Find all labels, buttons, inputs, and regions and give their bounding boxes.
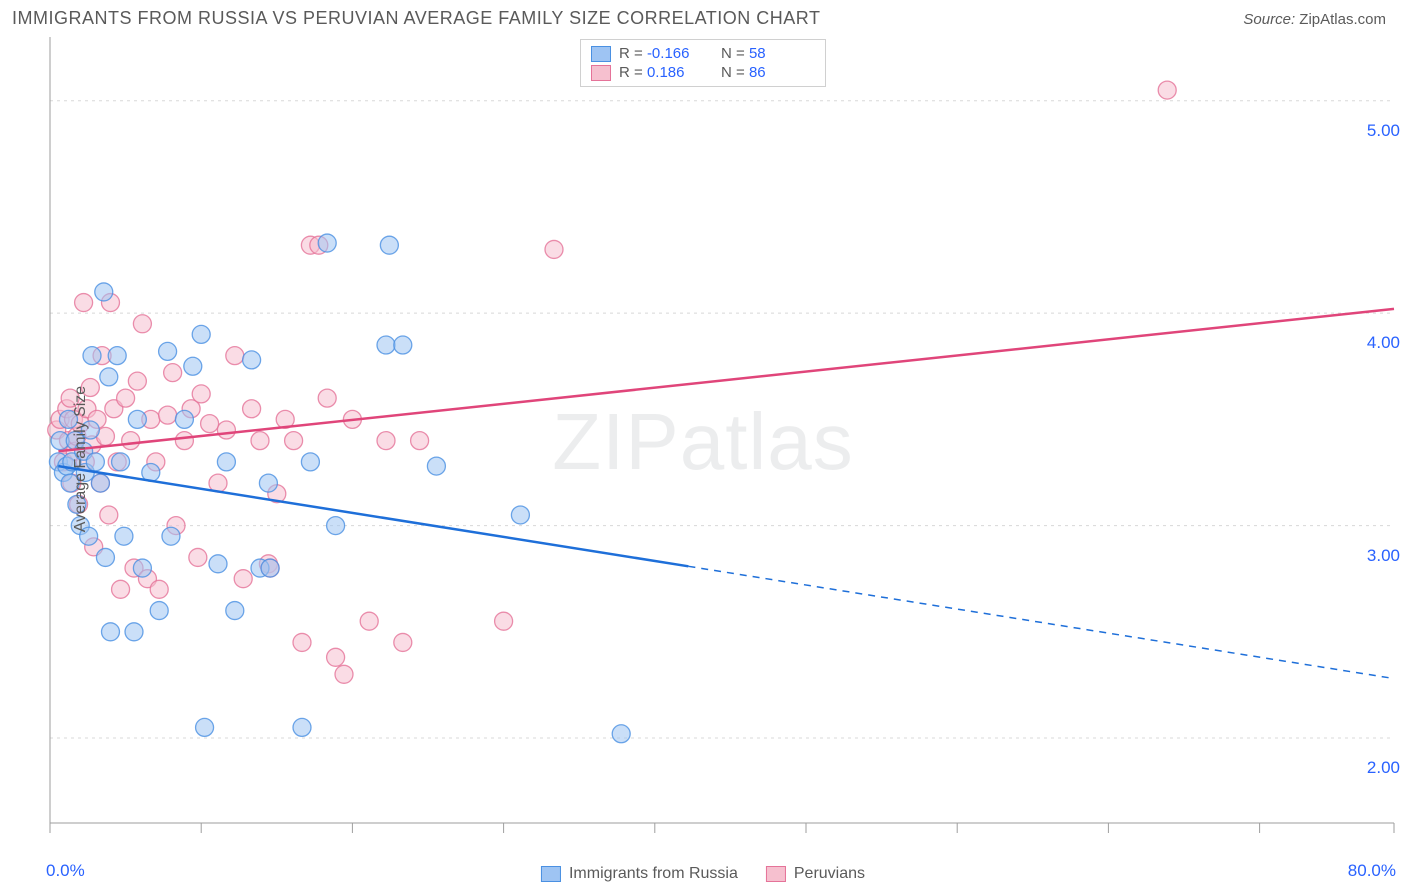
r-value-peruvian: 0.186 — [647, 64, 685, 81]
chart-title: IMMIGRANTS FROM RUSSIA VS PERUVIAN AVERA… — [12, 8, 820, 29]
y-tick-label: 4.00 — [1367, 333, 1400, 353]
chart-area: Average Family Size ZIPatlas R = -0.166 … — [0, 33, 1406, 885]
series-legend: Immigrants from Russia Peruvians — [541, 865, 865, 883]
legend-row-peruvian: R = 0.186 N = 86 — [591, 63, 815, 82]
x-axis-max-label: 80.0% — [1348, 861, 1396, 881]
r-value-russia: -0.166 — [647, 45, 690, 62]
source-attribution: Source: ZipAtlas.com — [1243, 11, 1386, 28]
y-axis-label: Average Family Size — [72, 386, 90, 532]
header-bar: IMMIGRANTS FROM RUSSIA VS PERUVIAN AVERA… — [0, 0, 1406, 33]
n-value-russia: 58 — [749, 45, 766, 62]
n-value-peruvian: 86 — [749, 64, 766, 81]
source-label: Source: — [1243, 11, 1295, 28]
swatch-peruvian — [591, 65, 611, 81]
legend-item-peruvian: Peruvians — [766, 865, 865, 883]
x-axis-min-label: 0.0% — [46, 861, 85, 881]
swatch-peruvian-icon — [766, 866, 786, 882]
y-tick-label: 5.00 — [1367, 121, 1400, 141]
legend-row-russia: R = -0.166 N = 58 — [591, 44, 815, 63]
source-value: ZipAtlas.com — [1299, 11, 1386, 28]
y-tick-label: 2.00 — [1367, 758, 1400, 778]
legend-label-peruvian: Peruvians — [794, 865, 865, 883]
scatter-plot-svg — [0, 33, 1406, 855]
legend-item-russia: Immigrants from Russia — [541, 865, 738, 883]
swatch-russia — [591, 46, 611, 62]
correlation-legend: R = -0.166 N = 58 R = 0.186 N = 86 — [580, 39, 826, 87]
legend-label-russia: Immigrants from Russia — [569, 865, 738, 883]
swatch-russia-icon — [541, 866, 561, 882]
y-tick-label: 3.00 — [1367, 546, 1400, 566]
